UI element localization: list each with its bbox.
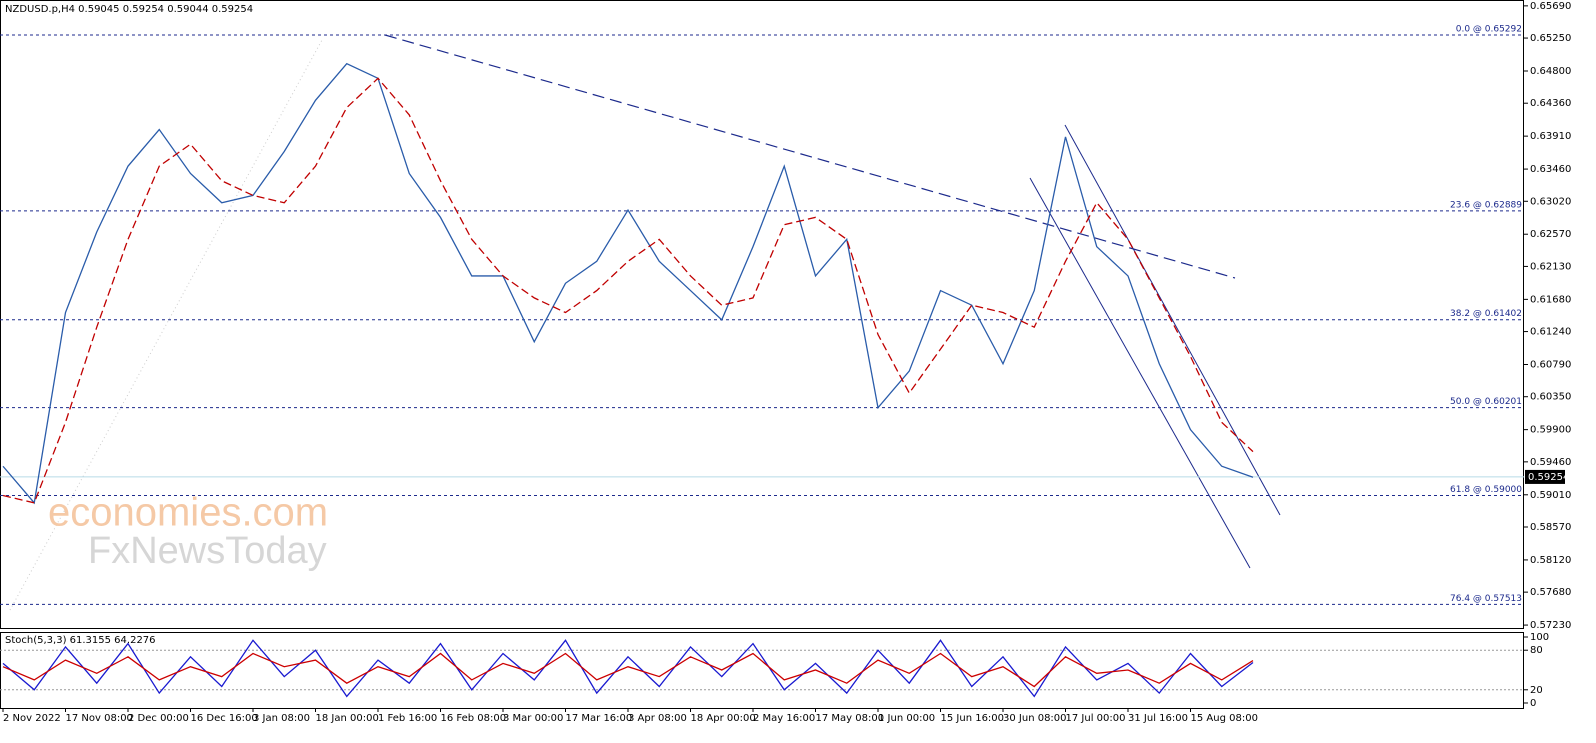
y-tick-label: 0.63020 <box>1530 196 1571 207</box>
x-tick-label: 1 Feb 16:00 <box>378 713 437 724</box>
x-tick-label: 17 Mar 16:00 <box>566 713 633 724</box>
x-tick-label: 30 Jun 08:00 <box>1003 713 1067 724</box>
y-tick-label: 0.64800 <box>1530 66 1571 77</box>
y-tick-label: 0.61680 <box>1530 294 1571 305</box>
x-tick-label: 15 Aug 08:00 <box>1191 713 1258 724</box>
y-tick-label: 0.58570 <box>1530 522 1571 533</box>
y-tick-label: 0.59460 <box>1530 457 1571 468</box>
y-tick-label: 0.63910 <box>1530 131 1571 142</box>
x-tick-label: 17 Nov 08:00 <box>66 713 133 724</box>
fib-label: 23.6 @ 0.62889 <box>1450 200 1522 210</box>
x-tick-label: 15 Jun 16:00 <box>941 713 1005 724</box>
trendline <box>384 34 1236 279</box>
x-tick-label: 3 Mar 00:00 <box>503 713 563 724</box>
y-tick-label: 0.62130 <box>1530 261 1571 272</box>
fib-label: 61.8 @ 0.59000 <box>1450 485 1522 495</box>
main-panel <box>0 0 1524 629</box>
y-tick-label: 100 <box>1530 632 1549 643</box>
x-tick-label: 3 Jan 08:00 <box>253 713 310 724</box>
x-tick-label: 16 Dec 16:00 <box>191 713 258 724</box>
y-tick-label: 0.58120 <box>1530 555 1571 566</box>
x-tick-label: 2 Dec 00:00 <box>128 713 189 724</box>
y-tick-label: 0.59900 <box>1530 425 1571 436</box>
series-line <box>2 77 1254 504</box>
y-tick-label: 0.60790 <box>1530 360 1571 371</box>
y-tick-label: 0.65250 <box>1530 33 1571 44</box>
stoch-title: Stoch(5,3,3) 61.3155 64.2276 <box>5 635 156 646</box>
x-tick-label: 2 Nov 2022 <box>3 713 61 724</box>
x-tick-label: 18 Jan 00:00 <box>316 713 379 724</box>
watermark: economies.com <box>48 491 328 535</box>
x-tick-label: 17 Jul 00:00 <box>1066 713 1126 724</box>
x-tick-label: 2 May 16:00 <box>753 713 815 724</box>
y-tick-label: 0.59010 <box>1530 490 1571 501</box>
fib-label: 38.2 @ 0.61402 <box>1450 309 1522 319</box>
y-tick-label: 0.61240 <box>1530 327 1571 338</box>
x-tick-label: 18 Apr 00:00 <box>691 713 756 724</box>
y-tick-label: 0 <box>1530 698 1536 709</box>
series-line <box>2 652 1254 688</box>
chart-title: NZDUSD.p,H4 0.59045 0.59254 0.59044 0.59… <box>5 4 253 15</box>
x-tick-label: 16 Feb 08:00 <box>441 713 507 724</box>
y-tick-label: 20 <box>1530 685 1543 696</box>
y-tick-label: 0.64360 <box>1530 98 1571 109</box>
fib-baseline <box>9 39 323 611</box>
current-price-label: 0.59254 <box>1528 472 1569 483</box>
watermark: FxNewsToday <box>88 530 327 572</box>
y-tick-label: 0.62570 <box>1530 229 1571 240</box>
fib-label: 0.0 @ 0.65292 <box>1456 24 1522 34</box>
fib-label: 50.0 @ 0.60201 <box>1450 397 1522 407</box>
x-tick-label: 31 Jul 16:00 <box>1128 713 1188 724</box>
y-tick-label: 0.65690 <box>1530 1 1571 12</box>
price-tag <box>1525 469 1565 484</box>
x-tick-label: 3 Apr 08:00 <box>628 713 687 724</box>
y-tick-label: 0.60350 <box>1530 392 1571 403</box>
fib-label: 76.4 @ 0.57513 <box>1450 594 1522 604</box>
y-tick-label: 80 <box>1530 645 1543 656</box>
y-tick-label: 0.57230 <box>1530 620 1571 631</box>
y-tick-label: 0.57680 <box>1530 587 1571 598</box>
y-tick-label: 0.63460 <box>1530 164 1571 175</box>
series-line <box>2 639 1254 698</box>
x-tick-label: 1 Jun 00:00 <box>878 713 935 724</box>
channel-lower <box>1029 177 1251 569</box>
x-tick-label: 17 May 08:00 <box>816 713 885 724</box>
stoch-panel <box>0 632 1524 709</box>
series-line <box>2 62 1254 505</box>
